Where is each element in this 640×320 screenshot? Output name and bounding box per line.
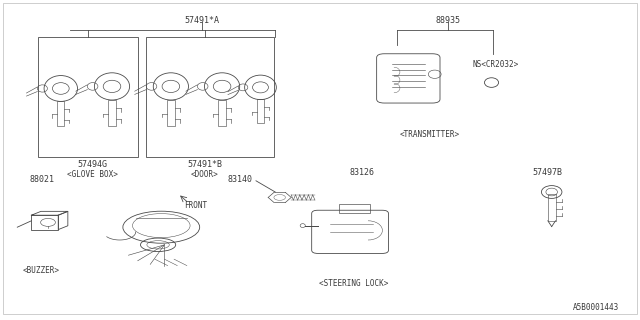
Text: 57494G: 57494G [78, 160, 108, 169]
Text: FRONT: FRONT [184, 201, 207, 210]
Bar [548, 194, 556, 221]
Bar [38, 37, 138, 157]
Text: <BUZZER>: <BUZZER> [23, 266, 60, 275]
Text: 88021: 88021 [29, 175, 54, 184]
Text: <GLOVE BOX>: <GLOVE BOX> [67, 170, 118, 179]
Text: <DOOR>: <DOOR> [191, 170, 219, 179]
Bar [257, 100, 264, 124]
Text: 57491*B: 57491*B [188, 160, 222, 169]
Bar [146, 37, 274, 157]
Text: NS<CR2032>: NS<CR2032> [473, 60, 519, 68]
Text: 57497B: 57497B [532, 168, 562, 177]
Bar [339, 204, 370, 213]
Bar [31, 215, 58, 230]
Text: A5B0001443: A5B0001443 [573, 303, 620, 312]
Text: 57491*A: 57491*A [184, 16, 219, 25]
Text: <TRANSMITTER>: <TRANSMITTER> [400, 130, 460, 139]
Text: 83140: 83140 [227, 175, 253, 184]
Bar [167, 100, 175, 126]
Bar [108, 100, 116, 126]
Bar [57, 101, 65, 126]
Bar [218, 100, 226, 126]
Text: <STEERING LOCK>: <STEERING LOCK> [319, 279, 388, 288]
Text: 83126: 83126 [349, 168, 374, 177]
Text: 88935: 88935 [435, 16, 461, 25]
